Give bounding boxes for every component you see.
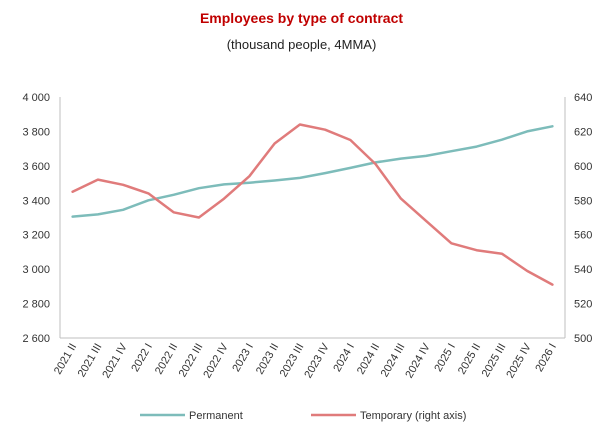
x-tick-label: 2022 II <box>153 342 180 377</box>
left-tick-label: 2 800 <box>22 299 50 311</box>
left-tick-label: 3 400 <box>22 195 50 207</box>
x-tick-label: 2023 I <box>230 342 256 374</box>
left-tick-label: 3 600 <box>22 161 50 173</box>
x-tick-label: 2024 IV <box>403 341 433 380</box>
left-tick-label: 4 000 <box>22 92 50 104</box>
legend-label: Permanent <box>189 410 243 422</box>
right-axis-ticks: 500 520 540 560 580 600 620 640 <box>574 92 592 345</box>
chart-subtitle: (thousand people, 4MMA) <box>226 37 377 52</box>
left-axis-ticks: 2 600 2 800 3 000 3 200 3 400 3 600 3 800 4 000 <box>22 92 50 345</box>
right-tick-label: 540 <box>574 264 592 276</box>
x-tick-label: 2023 II <box>254 342 281 377</box>
left-tick-label: 2 600 <box>22 333 50 345</box>
x-tick-label: 2024 I <box>331 342 357 374</box>
legend-label: Temporary (right axis) <box>360 410 466 422</box>
left-tick-label: 3 800 <box>22 126 50 138</box>
left-tick-label: 3 000 <box>22 264 50 276</box>
x-tick-label: 2022 IV <box>201 341 231 380</box>
x-tick-label: 2024 II <box>355 342 382 377</box>
x-tick-label: 2025 II <box>456 342 483 377</box>
x-tick-label: 2022 I <box>129 342 155 374</box>
legend: Permanent Temporary (right axis) <box>140 410 466 422</box>
chart-title: Employees by type of contract <box>199 10 404 26</box>
x-tick-label: 2025 IV <box>504 341 534 380</box>
x-tick-label: 2021 II <box>52 342 79 377</box>
right-tick-label: 500 <box>574 333 592 345</box>
series-lines <box>71 123 554 286</box>
series-line-permanent <box>71 125 554 218</box>
right-tick-label: 640 <box>574 92 592 104</box>
right-tick-label: 520 <box>574 299 592 311</box>
right-tick-label: 620 <box>574 126 592 138</box>
series-line-temporary <box>71 123 554 286</box>
x-tick-label: 2023 IV <box>302 341 332 380</box>
x-tick-label: 2025 I <box>432 342 458 374</box>
x-tick-label: 2021 IV <box>100 341 130 380</box>
right-tick-label: 560 <box>574 230 592 242</box>
x-tick-label: 2026 I <box>533 342 559 374</box>
right-tick-label: 600 <box>574 161 592 173</box>
right-tick-label: 580 <box>574 195 592 207</box>
left-tick-label: 3 200 <box>22 230 50 242</box>
